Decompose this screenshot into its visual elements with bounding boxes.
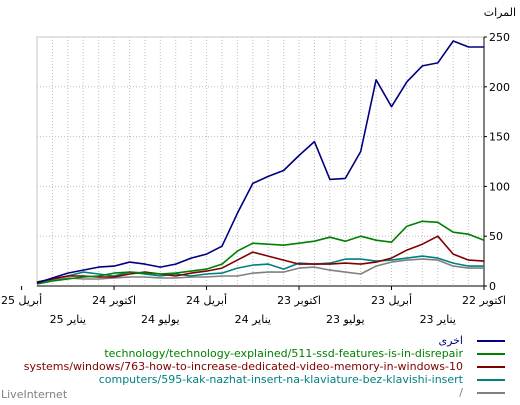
y-tick-label: 250 [489,31,510,44]
x-tick-label: اكتوبر 24 [92,294,136,307]
legend-item: computers/595-kak-nazhat-insert-na-klavi… [0,373,520,386]
legend-label: computers/595-kak-nazhat-insert-na-klavi… [98,373,463,386]
x-tick-label: أبريل 23 [371,293,412,307]
series-line [36,235,485,283]
plot-area [36,36,485,287]
y-axis-label: المرات [484,6,516,19]
line-chart: المرات 0 50 100 150 200 250 اكتوبر 22 أبريل 23… [1,6,516,326]
y-tick-label: 50 [489,230,503,243]
legend-swatch [477,379,505,381]
x-tick-label: يناير 23 [420,313,456,326]
legend-swatch [477,353,505,355]
legend-swatch [477,392,505,394]
liveinternet-brand: LiveInternet [1,388,68,401]
x-tick-label: اكتوبر 22 [462,294,506,307]
legend-item: systems/windows/763-how-to-increase-dedi… [0,360,520,373]
series-line [36,40,484,284]
x-tick-label: أبريل 25 [1,293,42,307]
legend-label: systems/windows/763-how-to-increase-dedi… [23,360,463,373]
x-tick-labels: اكتوبر 22 أبريل 23 اكتوبر 23 أبريل 24 اكتوبر… [1,286,506,326]
x-tick-label: يوليو 24 [141,313,180,326]
legend-label: / [459,386,463,399]
legend-label: اخرى [438,334,463,347]
x-tick-label: يوليو 23 [326,313,365,326]
series-line [36,258,484,284]
y-tick-label: 100 [489,180,510,193]
legend-swatch [477,366,505,368]
x-tick-label: أبريل 24 [186,293,227,307]
series-lines [36,40,485,285]
y-tick-label: 200 [489,81,510,94]
x-tick-label: يناير 25 [50,313,86,326]
x-tick-label: اكتوبر 23 [277,294,321,307]
series-line [36,255,484,283]
legend-swatch [477,340,505,342]
y-tick-label: 0 [489,280,496,293]
x-tick-label: يناير 24 [235,313,271,326]
legend-item: technology/technology-explained/511-ssd-… [0,347,520,360]
series-line [36,220,485,285]
y-tick-labels: 0 50 100 150 200 250 [484,31,510,293]
legend-label: technology/technology-explained/511-ssd-… [104,347,463,360]
legend-item: اخرى [0,334,520,347]
legend-item: / [0,386,520,399]
y-tick-label: 150 [489,131,510,144]
